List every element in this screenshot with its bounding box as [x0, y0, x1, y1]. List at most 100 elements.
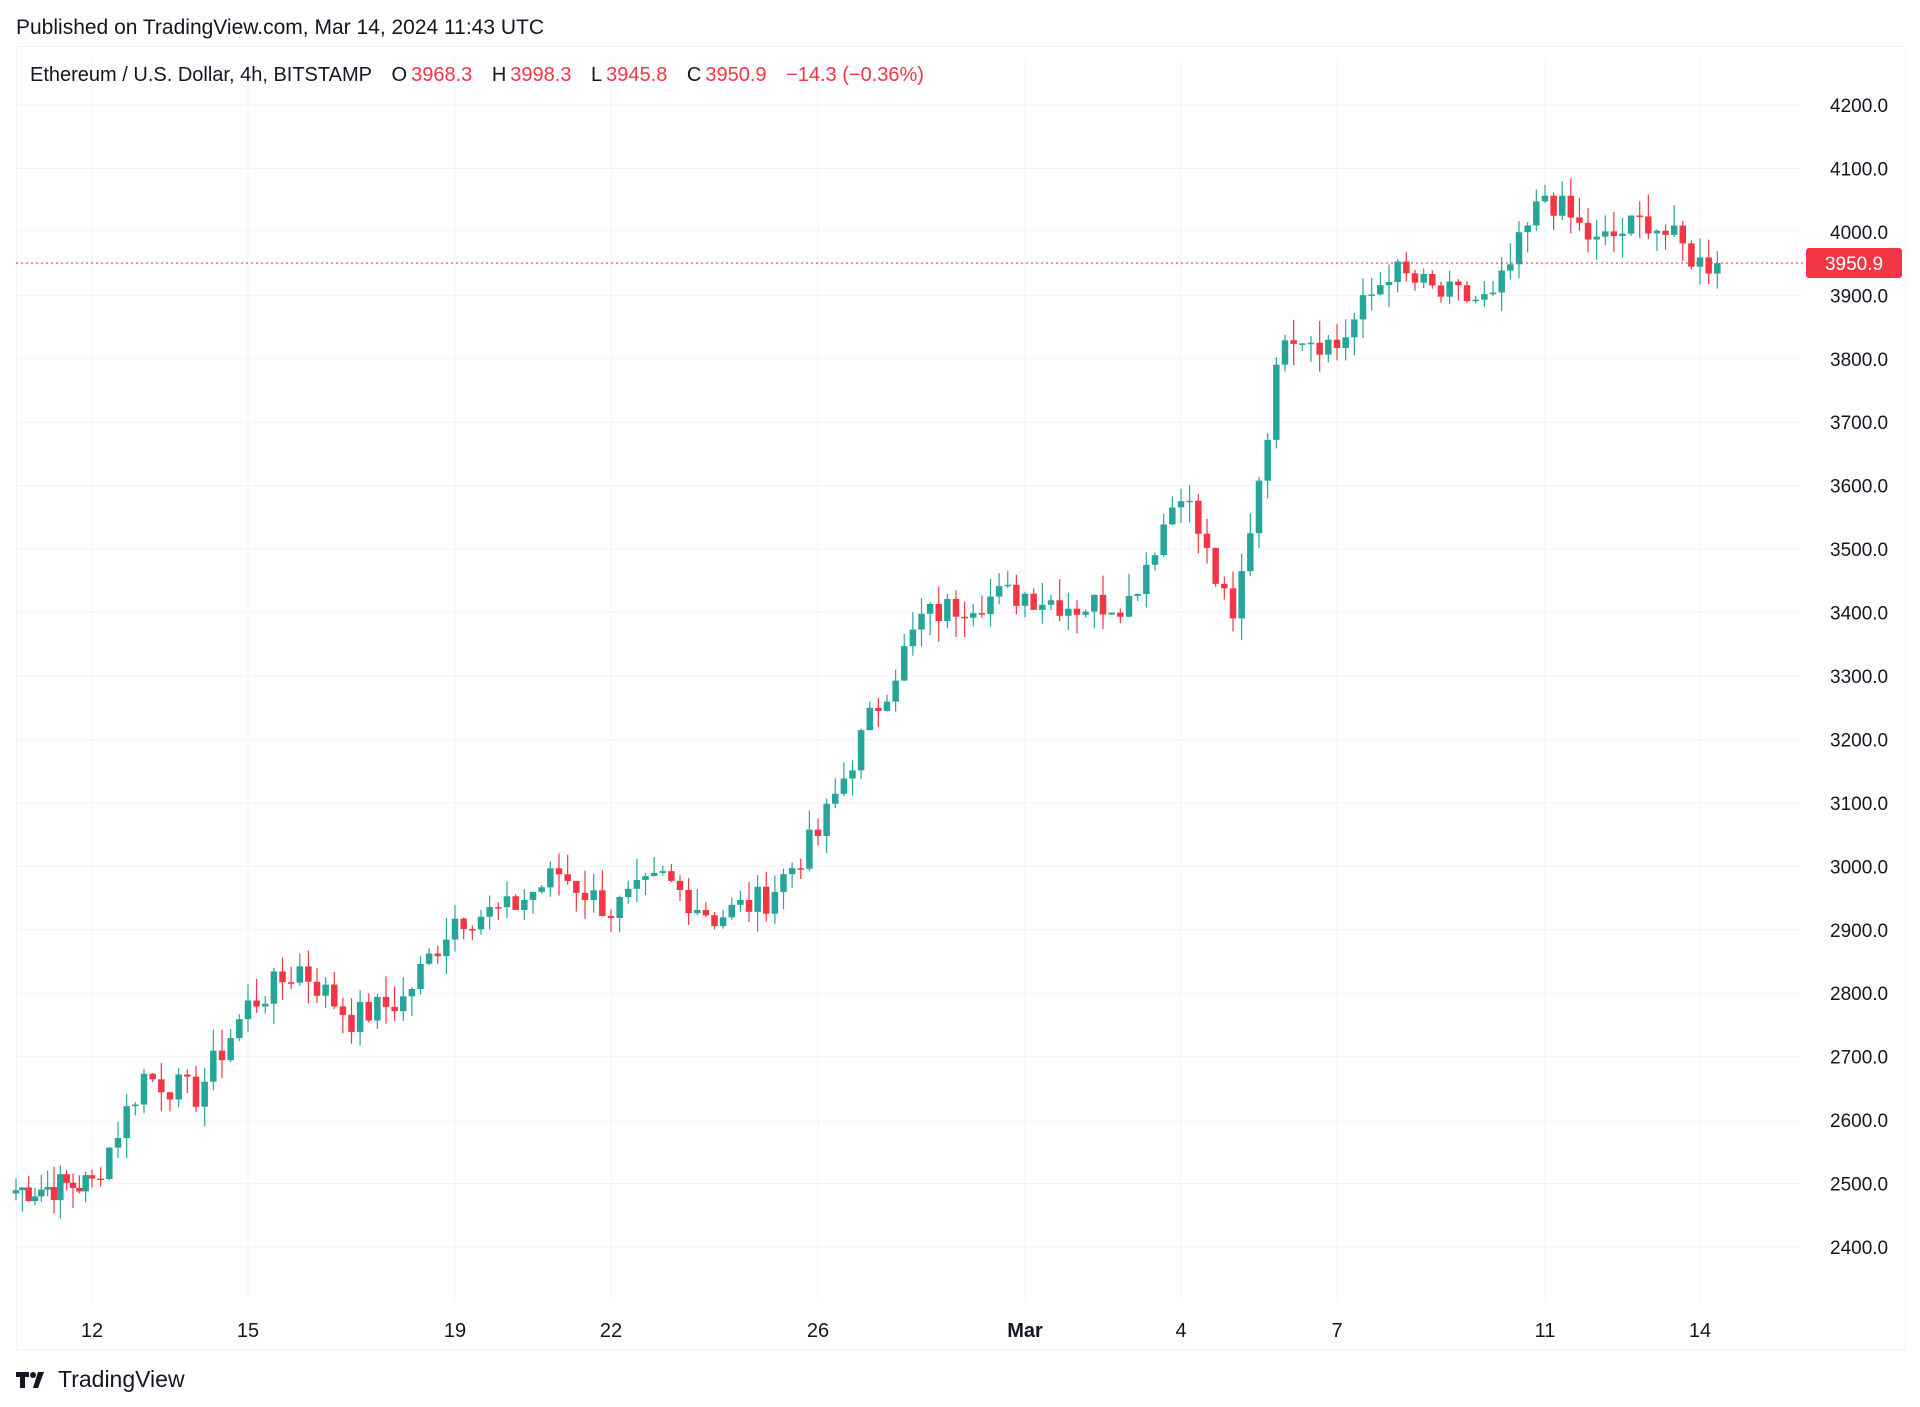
- candle-body: [44, 1187, 51, 1190]
- candle-body: [737, 900, 744, 905]
- candle-body: [1195, 500, 1202, 534]
- candle-body: [1385, 282, 1393, 286]
- x-tick-label: 14: [1689, 1320, 1711, 1342]
- candle-body: [1091, 594, 1098, 612]
- candle-body: [1307, 342, 1315, 345]
- candle-body: [1602, 231, 1609, 237]
- candle-body: [1541, 195, 1549, 202]
- y-tick-label: 2900.0: [1830, 921, 1888, 942]
- candle-body: [270, 971, 278, 1004]
- candle-body: [1325, 339, 1332, 355]
- candle-body: [331, 984, 338, 1007]
- x-tick-label: 26: [807, 1320, 829, 1342]
- candle-body: [745, 900, 753, 912]
- candle-body: [788, 868, 796, 875]
- candle-body: [1125, 595, 1133, 617]
- candle-body: [944, 598, 951, 622]
- legend-close-value: 3950.9: [705, 64, 767, 86]
- candle-body: [123, 1106, 130, 1139]
- candle-body: [1368, 294, 1375, 296]
- candle-body: [1281, 340, 1289, 365]
- y-tick-label: 3400.0: [1830, 604, 1888, 625]
- candle-body: [1056, 600, 1063, 616]
- candle-body: [590, 890, 597, 901]
- candle-body: [210, 1050, 217, 1082]
- candle-body: [227, 1038, 234, 1061]
- candle-body: [1576, 217, 1583, 223]
- candle-body: [1108, 612, 1115, 615]
- candle-body: [1151, 555, 1159, 565]
- candle-body: [1264, 439, 1271, 481]
- candle-body: [400, 996, 407, 1012]
- candle-body: [961, 616, 968, 619]
- candle-body: [1437, 285, 1445, 297]
- y-tick-label: 3800.0: [1830, 350, 1888, 371]
- candle-body: [348, 1014, 355, 1032]
- legend-low-value: 3945.8: [606, 64, 668, 86]
- candle-body: [1498, 270, 1505, 293]
- candle-body: [1645, 216, 1652, 234]
- candle-body: [38, 1189, 45, 1197]
- candle-body: [935, 604, 942, 622]
- candle-body: [166, 1092, 174, 1100]
- candle-body: [901, 646, 908, 681]
- candle-body: [1688, 243, 1695, 267]
- y-tick-label: 3300.0: [1830, 667, 1888, 688]
- legend-open-key: O: [391, 64, 408, 86]
- chart-legend: Ethereum / U.S. Dollar, 4h, BITSTAMP O 39…: [30, 64, 938, 87]
- candle-body: [814, 829, 822, 836]
- candle-body: [1619, 233, 1626, 237]
- candle-body: [581, 892, 589, 901]
- legend-high-key: H: [491, 64, 507, 86]
- candle-body: [1203, 533, 1211, 548]
- candle-body: [995, 586, 1003, 597]
- candle-body: [849, 770, 856, 779]
- y-tick-label: 3500.0: [1830, 540, 1888, 561]
- candle-body: [659, 871, 666, 873]
- candle-body: [529, 891, 537, 901]
- candle-body: [50, 1187, 58, 1201]
- candle-body: [918, 613, 925, 630]
- candle-body: [832, 793, 839, 804]
- candle-body: [382, 996, 390, 1007]
- candle-body: [1047, 600, 1055, 605]
- y-tick-label: 3200.0: [1830, 730, 1888, 751]
- candle-body: [374, 996, 381, 1021]
- candle-body: [76, 1187, 83, 1192]
- candle-body: [313, 981, 321, 996]
- candle-body: [780, 874, 787, 892]
- candle-body: [184, 1074, 191, 1077]
- candle-body: [875, 707, 882, 711]
- candle-body: [926, 604, 934, 614]
- candle-body: [486, 907, 493, 917]
- candle-body: [218, 1050, 226, 1061]
- candle-body: [88, 1175, 96, 1179]
- candle-body: [952, 598, 960, 617]
- candle-body: [685, 889, 692, 914]
- footer-brand[interactable]: TradingView: [16, 1366, 185, 1393]
- candle-body: [1316, 342, 1323, 355]
- candle-body: [625, 888, 632, 897]
- candle-body: [31, 1196, 39, 1202]
- candle-body: [451, 918, 459, 940]
- candle-body: [1099, 594, 1107, 615]
- candle-body: [1359, 295, 1367, 320]
- y-tick-label: 3700.0: [1830, 413, 1888, 434]
- candle-body: [1342, 337, 1349, 349]
- y-tick-label: 4000.0: [1830, 223, 1888, 244]
- published-caption: Published on TradingView.com, Mar 14, 20…: [16, 16, 545, 39]
- candle-body: [356, 1001, 364, 1032]
- candle-body: [201, 1081, 208, 1107]
- candle-body: [12, 1190, 20, 1194]
- x-tick-label: 12: [81, 1320, 103, 1342]
- candle-body: [1021, 593, 1029, 606]
- candle-body: [840, 778, 848, 794]
- y-tick-label: 3900.0: [1830, 286, 1888, 307]
- candle-body: [1463, 285, 1471, 302]
- candle-body: [1238, 571, 1245, 619]
- candle-body: [82, 1175, 89, 1192]
- x-tick-label: 19: [444, 1320, 466, 1342]
- candle-body: [538, 887, 545, 892]
- candle-body: [728, 904, 735, 918]
